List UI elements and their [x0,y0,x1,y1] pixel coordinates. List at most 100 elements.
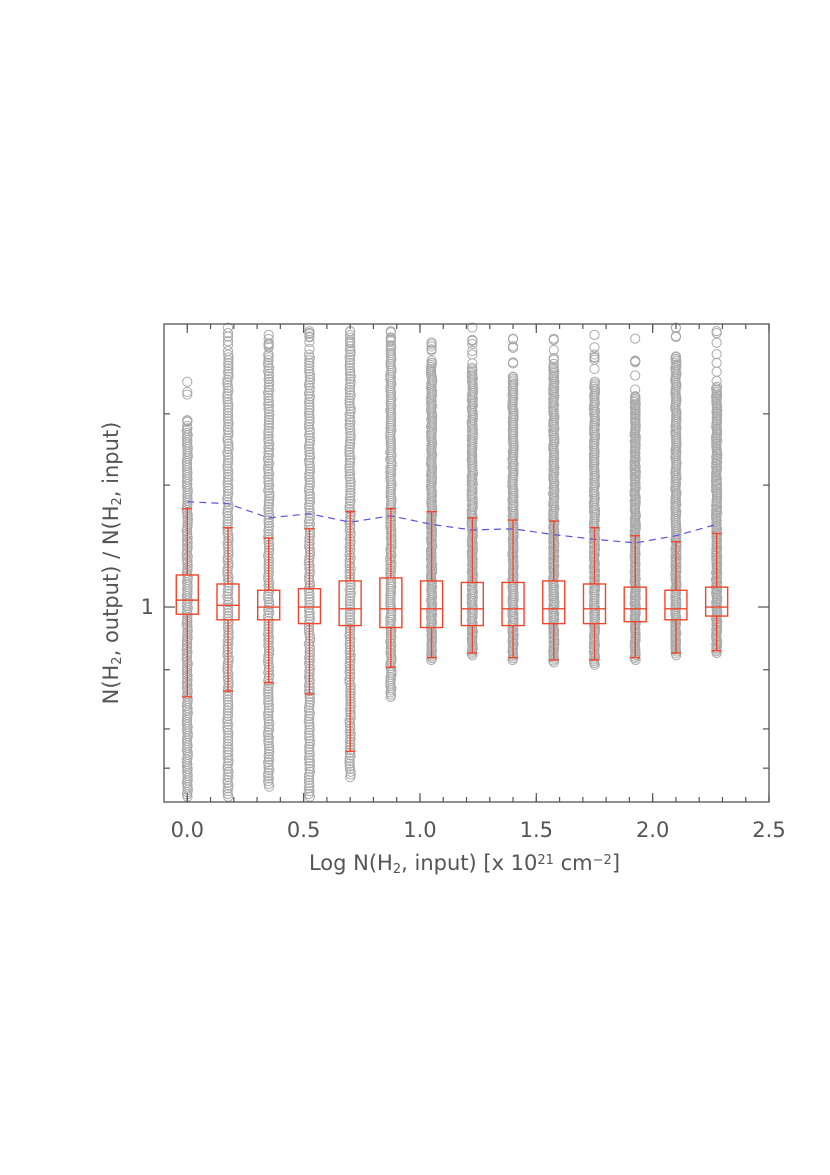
scatter-point [304,510,315,522]
scatter-point [670,351,682,362]
scatter-point [263,686,274,697]
scatter-point [222,516,233,527]
scatter-point [263,466,274,477]
scatter-point [467,345,478,357]
scatter-point [303,774,315,786]
scatter-point [345,332,356,343]
box-plot [460,517,485,654]
label-superscript: −2 [593,853,612,868]
scatter-point [222,396,233,408]
box-iqr [175,574,199,615]
scatter-point [222,391,233,402]
scatter-point [223,410,234,421]
scatter-point [629,592,640,603]
scatter-point [304,357,315,369]
scatter-point [304,508,315,519]
scatter-point [345,484,356,496]
scatter-point [263,738,274,749]
box-iqr [664,589,688,621]
scatter-point [263,594,274,605]
scatter-point [345,487,356,498]
scatter-point [345,606,356,618]
scatter-point [263,329,274,340]
scatter-point [589,349,600,360]
scatter-point [263,463,274,474]
scatter-point [507,333,519,344]
scatter-point [304,697,315,708]
scatter-point [263,697,274,708]
scatter-point [222,777,233,788]
scatter-point [508,378,519,390]
scatter-point [263,518,274,529]
scatter-point [222,691,234,702]
box-iqr [542,580,566,625]
scatter-point [222,708,234,719]
scatter-point [345,769,356,780]
scatter-point [711,502,723,513]
scatter-point [304,460,315,471]
scatter-point [263,360,274,371]
scatter-point [223,357,234,369]
scatter-point [710,508,722,520]
scatter-point [629,472,640,484]
scatter-point [222,741,233,752]
scatter-point [304,363,315,374]
scatter-point [712,507,723,518]
scatter-point [263,477,274,488]
scatter-point [630,384,641,395]
scatter-point [344,384,355,395]
scatter-point [304,326,315,337]
box-plot [419,510,444,659]
scatter-point [223,402,234,413]
box-plot [501,519,525,659]
scatter-point [344,447,355,458]
scatter-point [467,349,478,360]
label-subscript: 2 [110,656,125,664]
scatter-point [630,522,641,533]
scatter-point [344,414,355,425]
scatter-point [345,433,356,444]
scatter-point [263,526,274,537]
scatter-point [711,381,723,392]
scatter-point [711,463,723,474]
scatter-point [467,322,478,333]
scatter-point [630,497,641,508]
scatter-point [223,469,234,480]
scatter-point [345,406,356,417]
label-text: , input) [x 10 [401,851,537,875]
scatter-point [345,338,356,349]
scatter-point [344,761,355,772]
scatter-point [263,591,274,602]
scatter-point [344,612,355,623]
scatter-point [222,322,234,333]
scatter-point [263,349,274,360]
scatter-point [264,746,275,757]
scatter-point [426,341,437,352]
scatter-point [223,730,234,741]
scatter-point [589,363,600,375]
box-plot [582,527,607,661]
scatter-point [589,376,601,387]
scatter-point [345,349,356,360]
scatter-point [263,433,274,444]
scatter-point [223,597,234,608]
scatter-point [344,763,356,775]
scatter-point [182,386,193,398]
scatter-point [263,702,274,713]
box-plot [704,532,729,652]
label-text: cm [554,851,593,875]
scatter-point [264,719,275,730]
scatter-point [222,697,234,708]
scatter-point [548,333,559,344]
scatter-point [222,508,233,519]
scatter-point [222,485,234,497]
scatter-point [304,463,316,474]
scatter-point [304,413,315,424]
box-iqr [216,583,240,621]
scatter-point [345,428,356,439]
scatter-point [345,482,356,493]
scatter-point [304,435,316,446]
scatter-point [304,399,315,410]
scatter-point [263,713,274,724]
scatter-point [710,475,722,486]
